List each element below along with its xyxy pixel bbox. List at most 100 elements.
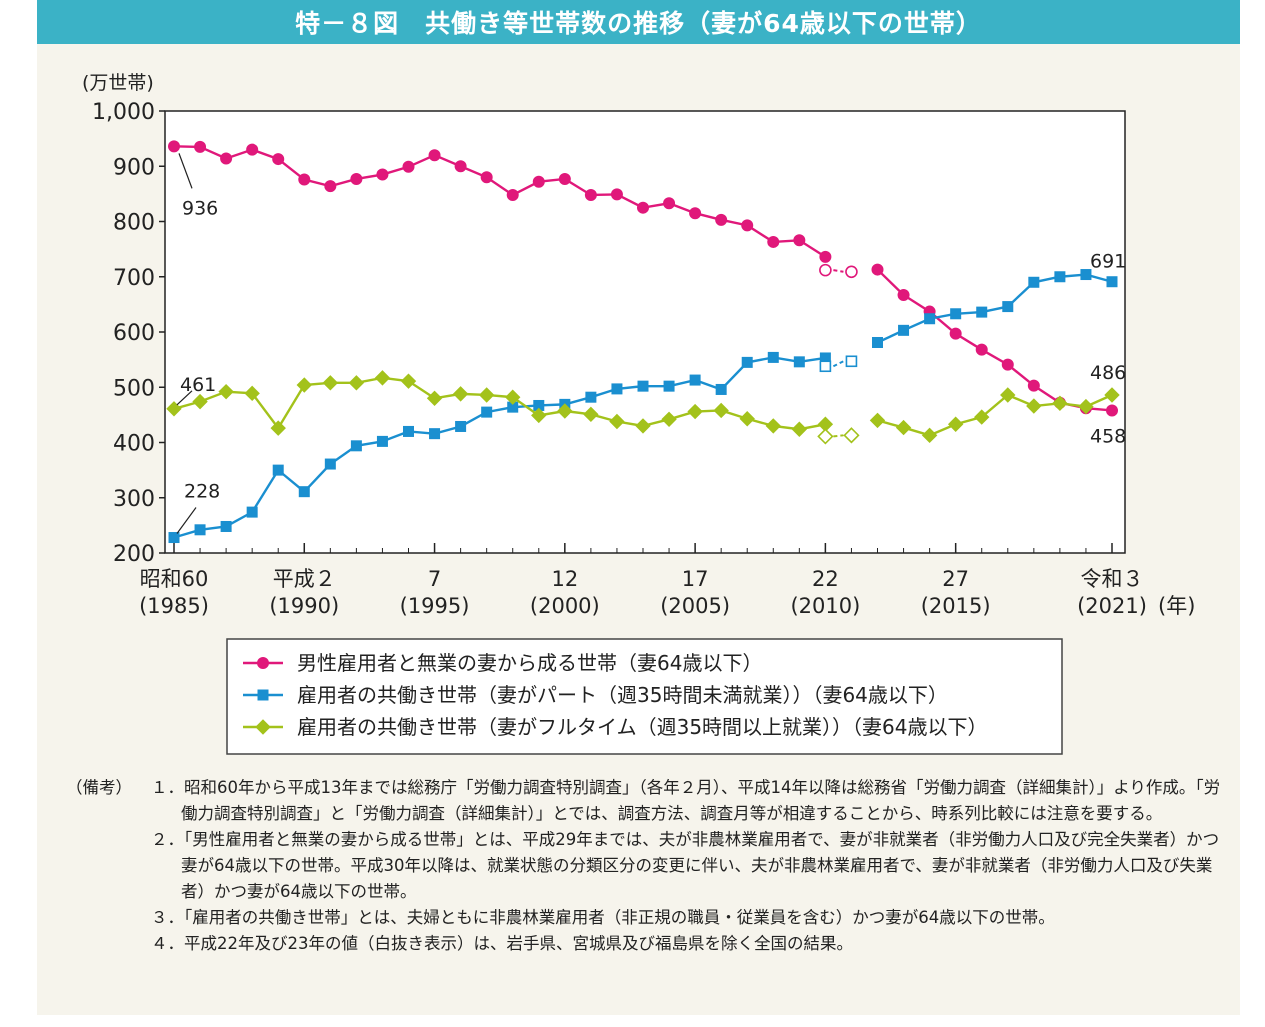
notes-label: （備考）: [66, 778, 132, 797]
series-3-point: [505, 389, 521, 405]
series-1-point: [949, 327, 962, 340]
series-2-point: [1054, 271, 1066, 283]
note-item-4: ４．平成22年及び23年の値（白抜き表示）は、岩手県、宮城県及び福島県を除く全国…: [151, 934, 853, 953]
series-2-point: [429, 428, 441, 440]
data-label: 936: [182, 197, 218, 219]
series-3-point: [348, 375, 365, 391]
series-1-point: [741, 219, 754, 232]
series-line-3: [877, 393, 1113, 437]
series-2-point: [168, 532, 180, 544]
series-3-point: [1104, 387, 1120, 403]
series-3-point: [452, 386, 469, 402]
series-1-point: [663, 197, 676, 210]
series-2-hollow-point: [845, 355, 858, 368]
series-3-point: [895, 419, 912, 436]
series-1-point: [454, 160, 467, 173]
series-1-point: [220, 152, 233, 165]
series-1-point: [819, 250, 832, 263]
series-3-point: [400, 373, 417, 389]
series-3-point: [270, 420, 286, 436]
series-1-point: [272, 153, 285, 166]
series-2-point: [689, 374, 701, 386]
x-tick-label: 22: [812, 567, 839, 591]
y-tick-label: 1,000: [92, 100, 155, 125]
series-2-point: [898, 324, 910, 336]
legend-box: [226, 638, 1063, 755]
series-2-hollow-point: [819, 360, 832, 373]
series-3-point: [1026, 398, 1042, 414]
series-2-point: [272, 464, 284, 476]
series-3-point: [426, 390, 443, 407]
data-label: 486: [1090, 362, 1126, 384]
x-tick-label: 7: [428, 567, 441, 591]
series-3-point: [687, 403, 703, 420]
series-3-point: [791, 421, 808, 437]
series-1-point: [610, 188, 623, 201]
series-1-point: [584, 188, 597, 201]
series-1-hollow-point: [845, 265, 858, 279]
series-2-point: [1002, 301, 1014, 313]
y-tick-label: 300: [113, 487, 155, 512]
x-tick-year-label: (1995): [400, 594, 470, 618]
series-3-point: [322, 375, 339, 391]
y-tick-label: 200: [113, 542, 155, 567]
series-3-point: [166, 401, 182, 417]
series-3-point: [374, 370, 391, 386]
data-label: 461: [180, 374, 216, 396]
series-1-point: [428, 149, 441, 162]
x-tick-label: 平成２: [273, 567, 336, 591]
data-label: 228: [184, 481, 220, 503]
series-2-point: [611, 383, 623, 395]
series-2-point: [950, 308, 962, 320]
x-tick-year-label: (2010): [790, 594, 860, 618]
notes-section: （備考） １．昭和60年から平成13年までは総務庁「労働力調査特別調査」（各年２…: [66, 775, 1226, 957]
series-1-point: [194, 140, 207, 153]
series-1-point: [532, 175, 545, 188]
x-tick-year-label: (1985): [139, 594, 209, 618]
series-3-point: [296, 377, 312, 393]
series-3-point: [974, 409, 990, 425]
y-tick-label: 400: [113, 432, 155, 457]
x-tick-label: 17: [682, 567, 709, 591]
legend-marker-2: [257, 689, 269, 701]
series-3-point: [557, 403, 573, 419]
series-1-point: [767, 235, 780, 248]
series-3-point: [635, 418, 651, 434]
legend-label-1: 男性雇用者と無業の妻から成る世帯（妻64歳以下）: [297, 651, 762, 675]
series-2-point: [1106, 276, 1118, 288]
series-2-point: [481, 406, 493, 418]
y-tick-label: 800: [113, 211, 155, 236]
series-1-point: [558, 172, 571, 185]
series-2-point: [194, 524, 206, 536]
annotation-leader: [176, 390, 193, 406]
series-1-point: [871, 263, 884, 276]
series-1-point: [1001, 358, 1014, 371]
series-2-point: [246, 506, 258, 518]
y-tick-label: 600: [113, 321, 155, 346]
legend-label-2: 雇用者の共働き世帯（妻がパート（週35時間未満就業））（妻64歳以下）: [297, 683, 948, 707]
series-2-point: [767, 351, 779, 363]
x-tick-year-label: (2015): [921, 594, 991, 618]
series-1-point: [402, 160, 415, 173]
x-tick-label: 12: [551, 567, 578, 591]
note-item-2: ２．「男性雇用者と無業の妻から成る世帯」とは、平成29年までは、夫が非農林業雇用…: [151, 830, 1220, 901]
series-1-point: [689, 207, 702, 220]
legend-marker-3: [255, 719, 271, 735]
series-3-point: [192, 393, 208, 410]
series-2-point: [403, 425, 414, 437]
series-1-point: [298, 173, 311, 186]
hollow-connector-2: [832, 360, 844, 368]
series-3-point: [869, 412, 886, 429]
series-1-point: [975, 343, 988, 356]
series-1-point: [506, 188, 519, 201]
x-tick-label: 令和３: [1081, 567, 1144, 591]
series-2-point: [298, 486, 310, 498]
series-3-point: [1078, 398, 1094, 415]
series-2-point: [220, 520, 232, 532]
series-2-point: [350, 440, 362, 452]
series-2-point: [663, 380, 675, 392]
x-tick-year-label: (2021): [1077, 594, 1147, 618]
series-2-point: [976, 306, 988, 318]
series-2-point: [637, 380, 649, 392]
series-3-point: [478, 387, 495, 403]
